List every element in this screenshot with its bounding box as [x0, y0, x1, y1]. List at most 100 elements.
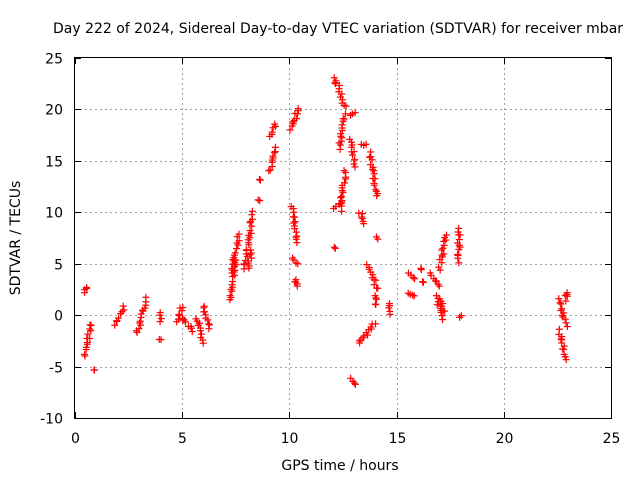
data-point	[563, 323, 571, 331]
data-point	[265, 167, 273, 175]
data-point	[226, 292, 234, 300]
data-point	[556, 299, 564, 307]
data-point	[86, 321, 94, 329]
data-point	[294, 105, 302, 113]
data-point	[351, 163, 359, 171]
data-point	[370, 167, 378, 175]
chart-title: Day 222 of 2024, Sidereal Day-to-day VTE…	[53, 21, 623, 37]
data-point	[197, 330, 205, 338]
data-point	[294, 110, 302, 118]
data-point	[270, 149, 278, 157]
x-tick-label: 10	[281, 431, 299, 447]
data-point	[368, 156, 376, 164]
data-point	[235, 237, 243, 245]
data-point	[385, 304, 393, 312]
data-point	[339, 188, 347, 196]
data-point	[292, 235, 300, 243]
data-points	[81, 74, 571, 388]
data-point	[372, 301, 380, 309]
data-point	[338, 121, 346, 129]
data-point	[349, 151, 357, 159]
data-point	[419, 278, 427, 286]
data-point	[229, 266, 237, 274]
data-point	[84, 339, 92, 347]
data-point	[372, 186, 380, 194]
data-point	[268, 128, 276, 136]
x-tick-label: 15	[389, 431, 407, 447]
data-point	[439, 316, 447, 324]
data-point	[293, 239, 301, 247]
data-point	[562, 356, 570, 364]
data-point	[558, 311, 566, 319]
data-point	[411, 275, 419, 283]
data-point	[438, 302, 446, 310]
data-point	[410, 292, 418, 300]
data-point	[331, 244, 339, 252]
data-point	[205, 325, 213, 333]
data-point	[340, 167, 348, 175]
data-point	[291, 218, 299, 226]
data-point	[435, 263, 443, 271]
data-point	[338, 90, 346, 98]
data-point	[142, 293, 150, 301]
data-point	[435, 282, 443, 290]
data-point	[455, 224, 463, 232]
data-point	[90, 366, 98, 374]
data-point	[235, 230, 243, 238]
data-point	[81, 350, 89, 358]
y-tick-label: 15	[45, 155, 63, 171]
data-point	[187, 324, 195, 332]
data-point	[438, 246, 446, 254]
data-point	[558, 305, 566, 313]
data-point	[293, 282, 301, 290]
data-point	[372, 320, 380, 328]
y-tick-label: 0	[54, 309, 63, 325]
data-point	[292, 115, 300, 123]
data-point	[330, 74, 338, 82]
data-point	[369, 165, 377, 173]
data-point	[330, 243, 338, 251]
data-point	[351, 156, 359, 164]
data-point	[373, 284, 381, 292]
data-point	[337, 130, 345, 138]
data-point	[351, 109, 359, 117]
data-point	[456, 231, 464, 239]
data-point	[562, 319, 570, 327]
data-point	[201, 308, 209, 316]
y-tick-label: -10	[40, 412, 63, 428]
data-point	[256, 197, 264, 205]
data-point	[286, 126, 294, 134]
data-point	[341, 179, 349, 187]
x-tick-label: 25	[603, 431, 621, 447]
data-point	[182, 318, 190, 326]
data-point	[199, 339, 207, 347]
data-point	[86, 334, 94, 342]
data-point	[440, 250, 448, 258]
data-point	[370, 170, 378, 178]
data-point	[339, 115, 347, 123]
data-point	[355, 337, 363, 345]
data-point	[266, 166, 274, 174]
data-point	[228, 281, 236, 289]
data-point	[455, 246, 463, 254]
data-point	[254, 196, 262, 204]
data-point	[256, 176, 264, 184]
data-point	[157, 315, 165, 323]
data-point	[350, 379, 358, 387]
data-point	[557, 300, 565, 308]
data-point	[372, 233, 380, 241]
data-point	[119, 302, 127, 310]
data-point	[370, 181, 378, 189]
data-point	[454, 254, 462, 262]
y-tick-label: 20	[45, 103, 63, 119]
data-point	[246, 227, 254, 235]
y-axis-label: SDTVAR / TECUs	[8, 181, 24, 296]
data-point	[135, 325, 143, 333]
x-tick-label: 20	[496, 431, 514, 447]
data-point	[157, 336, 165, 344]
data-point	[555, 295, 563, 303]
y-tick-label: 10	[45, 206, 63, 222]
data-point	[231, 249, 239, 257]
data-point	[456, 313, 464, 321]
